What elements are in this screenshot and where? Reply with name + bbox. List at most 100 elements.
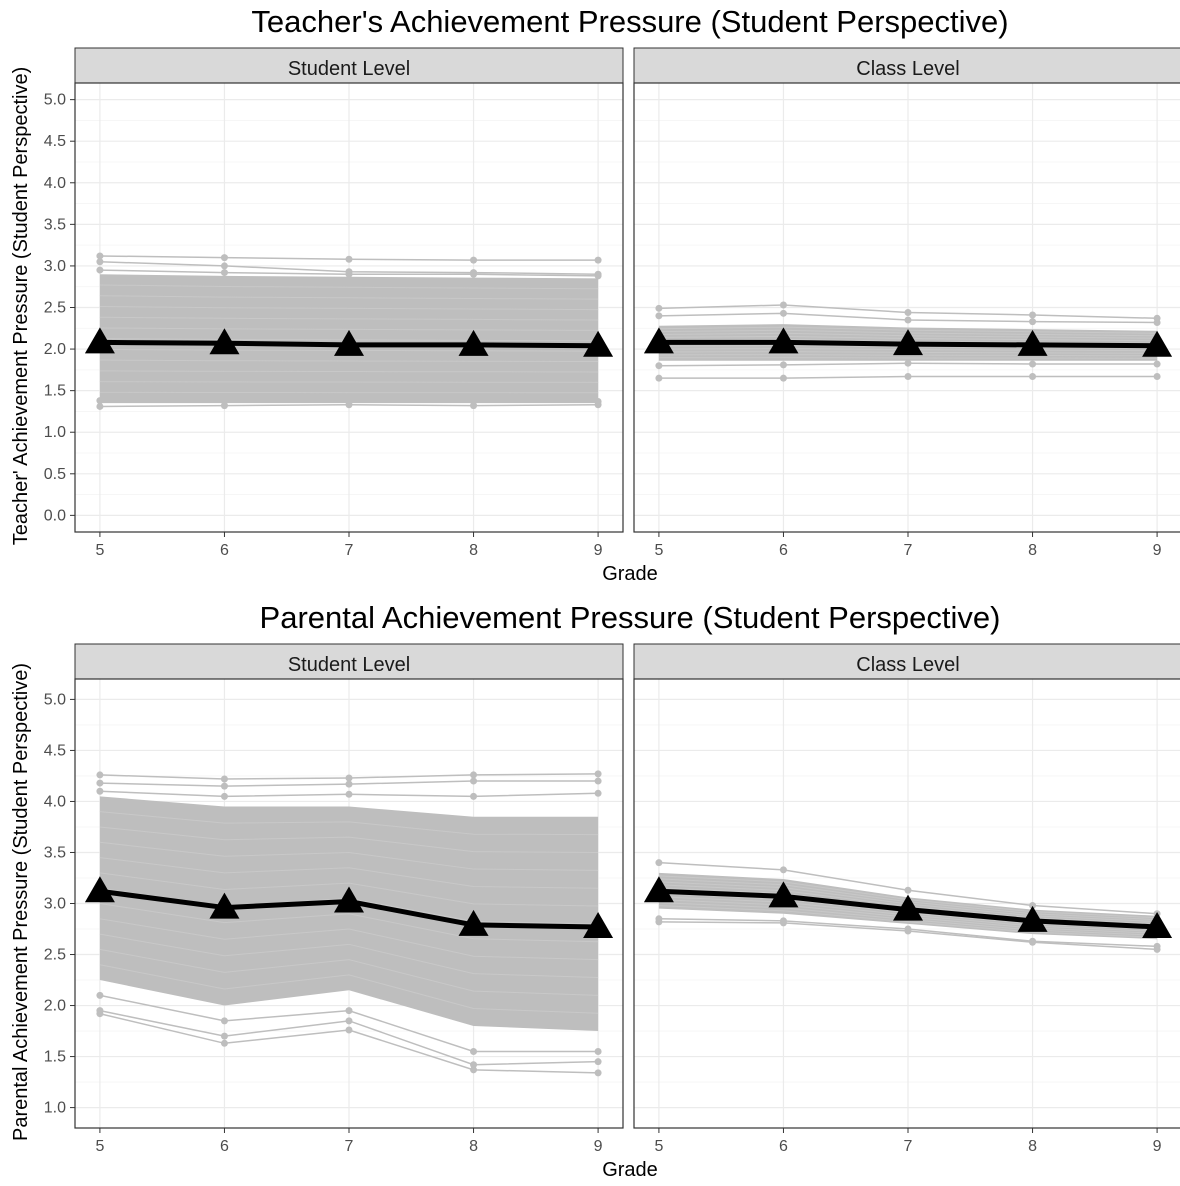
individual-point	[594, 256, 602, 264]
individual-point	[345, 790, 353, 798]
individual-point	[904, 316, 912, 324]
facet-strip-label: Student Level	[288, 654, 410, 676]
mean-point	[768, 881, 799, 908]
x-axis-title: Grade	[602, 1159, 658, 1181]
individual-series	[96, 777, 602, 790]
y-tick-label: 2.0	[44, 341, 66, 358]
individual-point	[96, 266, 104, 274]
y-tick-label: 1.0	[44, 424, 66, 441]
mean-point	[1017, 329, 1048, 356]
band-line	[99, 903, 599, 943]
mean-point	[334, 329, 364, 356]
facet-student-level: Student Level 5 6 7 8 9	[74, 47, 624, 559]
facet-strip-label: Class Level	[856, 654, 959, 676]
mean-point	[583, 911, 614, 938]
mean-point	[1142, 911, 1173, 938]
mean-series	[84, 327, 614, 357]
y-tick-label: 2.5	[44, 947, 66, 964]
y-tick-label: 2.5	[44, 300, 66, 317]
individual-point	[779, 361, 787, 369]
individual-point	[345, 255, 353, 263]
y-tick-label: 1.5	[44, 383, 66, 400]
facet-strip	[74, 47, 624, 84]
individual-point	[1153, 373, 1161, 381]
individual-point	[96, 991, 104, 999]
y-tick-label: 3.0	[44, 896, 66, 913]
individual-point	[470, 256, 478, 264]
band-line	[99, 305, 599, 311]
individual-point	[220, 1032, 228, 1040]
individual-point	[1153, 318, 1161, 326]
band-line	[658, 357, 1158, 359]
mean-point	[583, 330, 614, 357]
x-tick-label: 6	[220, 542, 229, 559]
y-axis-title: Teacher' Achievement Pressure (Student P…	[10, 67, 32, 546]
individual-point	[220, 269, 228, 277]
individual-point	[96, 787, 104, 795]
x-tick-label: 5	[95, 1138, 104, 1155]
individual-point	[220, 775, 228, 783]
mean-point	[893, 329, 923, 356]
mean-point	[458, 909, 489, 936]
individual-point	[779, 309, 787, 317]
individual-point	[594, 777, 602, 785]
individual-point	[470, 777, 478, 785]
y-tick-label: 4.5	[44, 133, 66, 150]
band-line	[99, 826, 599, 853]
band-line	[99, 327, 599, 331]
x-tick-label: 8	[469, 1138, 478, 1155]
x-tick-label: 7	[904, 542, 913, 559]
x-tick-label: 5	[654, 542, 663, 559]
y-axis-title: Parental Achievement Pressure (Student P…	[10, 663, 32, 1141]
band-line	[99, 841, 599, 871]
y-tick-label: 0.5	[44, 466, 66, 483]
x-tick-label: 9	[1153, 1138, 1162, 1155]
individual-point	[904, 886, 912, 894]
x-tick-label: 8	[469, 542, 478, 559]
individual-point	[96, 397, 104, 405]
x-tick-label: 7	[345, 542, 354, 559]
individual-point	[470, 402, 478, 410]
individual-point	[220, 262, 228, 270]
individual-point	[220, 402, 228, 410]
mean-point	[1142, 330, 1173, 357]
individual-point	[345, 774, 353, 782]
individual-series	[655, 918, 1161, 953]
x-tick-label: 9	[594, 1138, 603, 1155]
band-line	[99, 872, 599, 907]
individual-point	[594, 401, 602, 409]
band-line	[99, 811, 599, 836]
mean-point	[643, 327, 674, 354]
individual-point	[96, 1010, 104, 1018]
mean-point	[209, 328, 240, 355]
individual-series	[96, 401, 602, 410]
band-line	[99, 359, 599, 363]
band-line	[99, 295, 599, 300]
mean-series	[643, 876, 1173, 938]
band-line	[99, 933, 599, 978]
individual-series	[96, 1010, 602, 1077]
individual-point	[96, 252, 104, 260]
y-tick-label: 3.5	[44, 844, 66, 861]
y-tick-label: 5.0	[44, 691, 66, 708]
facet-class-level: Class Level 5 6 7 8 9	[633, 643, 1180, 1155]
individual-point	[1029, 311, 1037, 319]
x-tick-label: 5	[654, 1138, 663, 1155]
individual-series	[96, 787, 602, 800]
mean-point	[84, 327, 115, 354]
individual-point	[1029, 373, 1037, 381]
individual-point	[96, 779, 104, 787]
individual-point	[779, 919, 787, 927]
mean-point	[334, 886, 364, 913]
band-line	[99, 948, 599, 996]
individual-point	[904, 308, 912, 316]
band-line	[99, 918, 599, 961]
individual-point	[904, 359, 912, 367]
individual-point	[1029, 938, 1037, 946]
individual-point	[220, 1017, 228, 1025]
chart-title: Parental Achievement Pressure (Student P…	[260, 600, 1001, 635]
x-tick-label: 8	[1028, 1138, 1037, 1155]
band-line	[99, 370, 599, 373]
mean-point	[84, 876, 115, 903]
facet-strip	[74, 643, 624, 680]
